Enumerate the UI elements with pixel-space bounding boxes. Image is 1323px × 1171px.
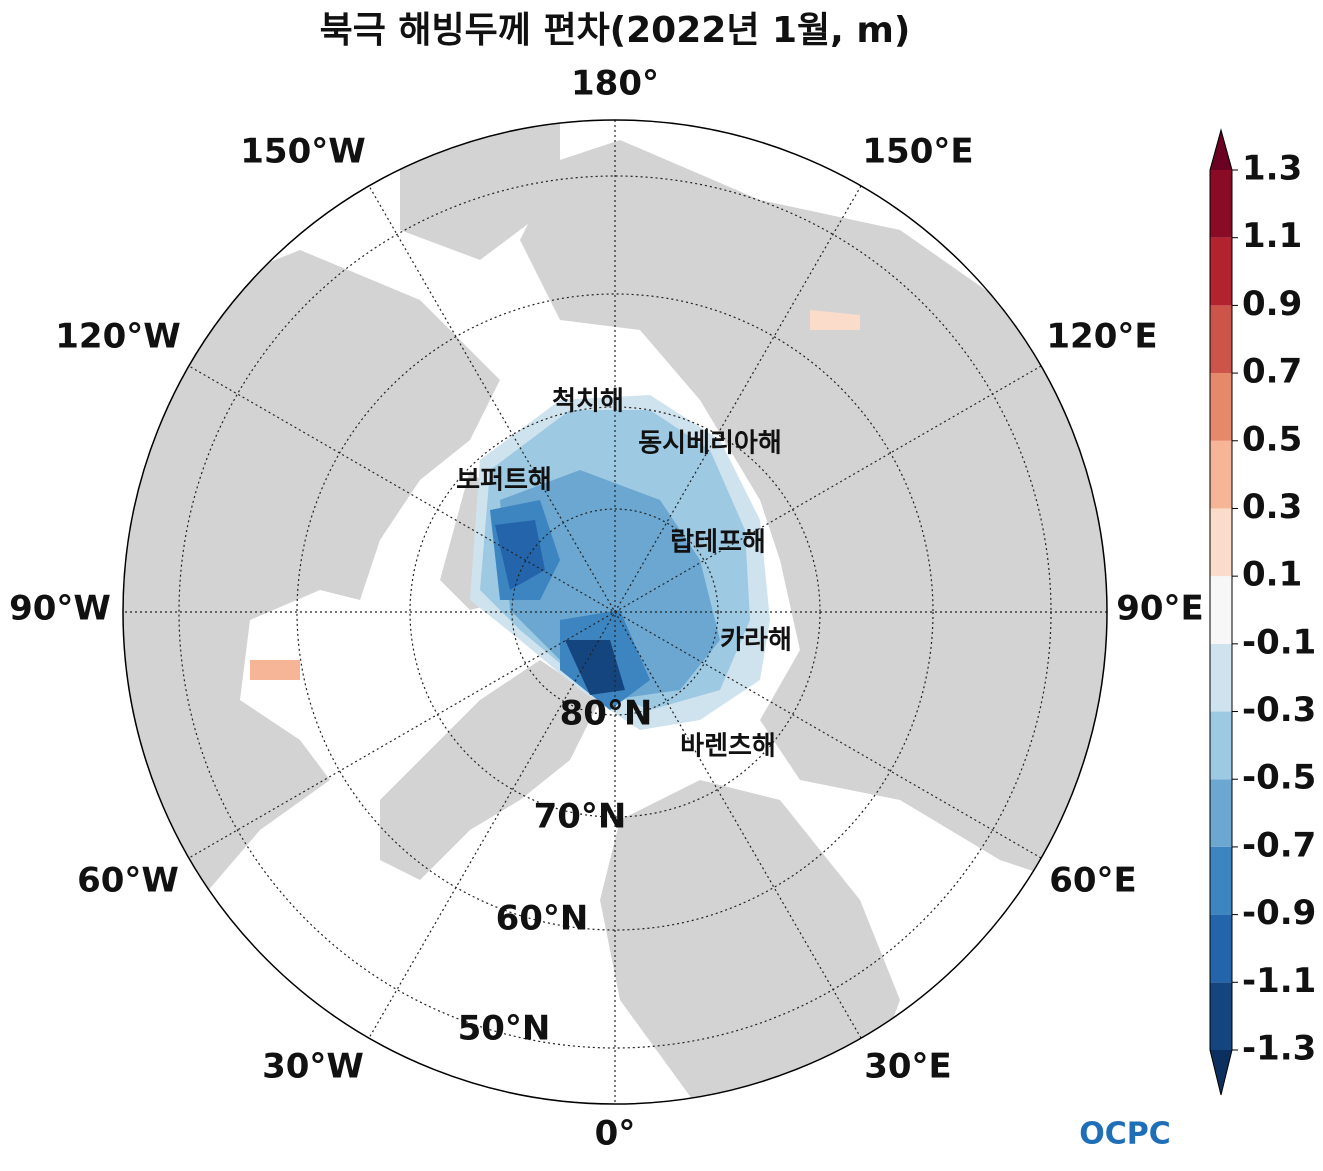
title: 북극 해빙두께 편차(2022년 1월, m): [320, 10, 911, 51]
latitude-label: 50°N: [458, 1009, 551, 1049]
graticule: [122, 119, 1108, 1105]
longitude-label: 180°: [571, 64, 659, 104]
longitude-label: 150°W: [240, 132, 365, 172]
logo: OCPC: [1079, 1117, 1171, 1152]
longitude-label: 120°E: [1046, 317, 1157, 357]
longitude-label: 90°E: [1116, 589, 1204, 629]
colorbar-swatch: [1210, 711, 1232, 780]
longitude-label: 30°E: [864, 1047, 952, 1087]
colorbar-swatch: [1210, 982, 1232, 1050]
longitude-label: 60°W: [77, 861, 179, 901]
longitude-label: 90°W: [9, 589, 111, 629]
longitude-label: 60°E: [1049, 861, 1137, 901]
latitude-label: 70°N: [534, 797, 627, 837]
latitude-label: 60°N: [496, 899, 589, 939]
longitude-label: 30°W: [262, 1047, 364, 1087]
colorbar-swatch: [1210, 576, 1232, 644]
sea-label: 동시베리아해: [638, 429, 782, 459]
colorbar-tick-label: 0.5: [1242, 419, 1302, 459]
sea-label: 랍테프해: [670, 528, 766, 558]
colorbar-tick-label: 0.7: [1242, 352, 1302, 392]
sea-label: 바렌츠해: [680, 732, 776, 762]
colorbar-tick-label: 1.3: [1242, 149, 1302, 189]
sea-label: 척치해: [552, 387, 624, 417]
colorbar-swatch: [1210, 373, 1232, 441]
colorbar-tick-label: 0.1: [1242, 555, 1302, 595]
colorbar-tick-label: 0.3: [1242, 487, 1302, 527]
colorbar-tick-label: -0.9: [1242, 893, 1316, 933]
colorbar-swatch: [1210, 643, 1232, 712]
colorbar-tick-label: -0.5: [1242, 758, 1316, 798]
colorbar-extend-low: [1210, 1050, 1232, 1095]
longitude-label: 150°E: [862, 132, 973, 172]
colorbar-swatch: [1210, 508, 1232, 577]
map-body: [123, 120, 1107, 1104]
colorbar-extend-high: [1210, 130, 1232, 170]
colorbar-tick-label: -0.7: [1242, 825, 1316, 865]
colorbar-swatch: [1210, 914, 1232, 983]
colorbar-swatch: [1210, 237, 1232, 306]
colorbar-tick-label: 0.9: [1242, 284, 1302, 324]
colorbar-tick-label: -0.1: [1242, 622, 1316, 662]
colorbar-tick-label: -0.3: [1242, 690, 1316, 730]
colorbar-swatch: [1210, 440, 1232, 509]
colorbar-swatch: [1210, 779, 1232, 847]
longitude-label: 0°: [595, 1114, 636, 1154]
latitude-label: 80°N: [560, 694, 653, 734]
colorbar-tick-label: -1.3: [1242, 1029, 1316, 1069]
colorbar-swatch: [1210, 305, 1232, 374]
sea-label: 카라해: [720, 626, 792, 656]
colorbar-swatch: [1210, 846, 1232, 915]
colorbar-tick-label: -1.1: [1242, 961, 1316, 1001]
sea-label: 보퍼트해: [456, 466, 552, 496]
longitude-label: 120°W: [55, 317, 180, 357]
colorbar-tick-label: 1.1: [1242, 216, 1302, 256]
colorbar-swatch: [1210, 170, 1232, 238]
meridian: [368, 185, 862, 1039]
